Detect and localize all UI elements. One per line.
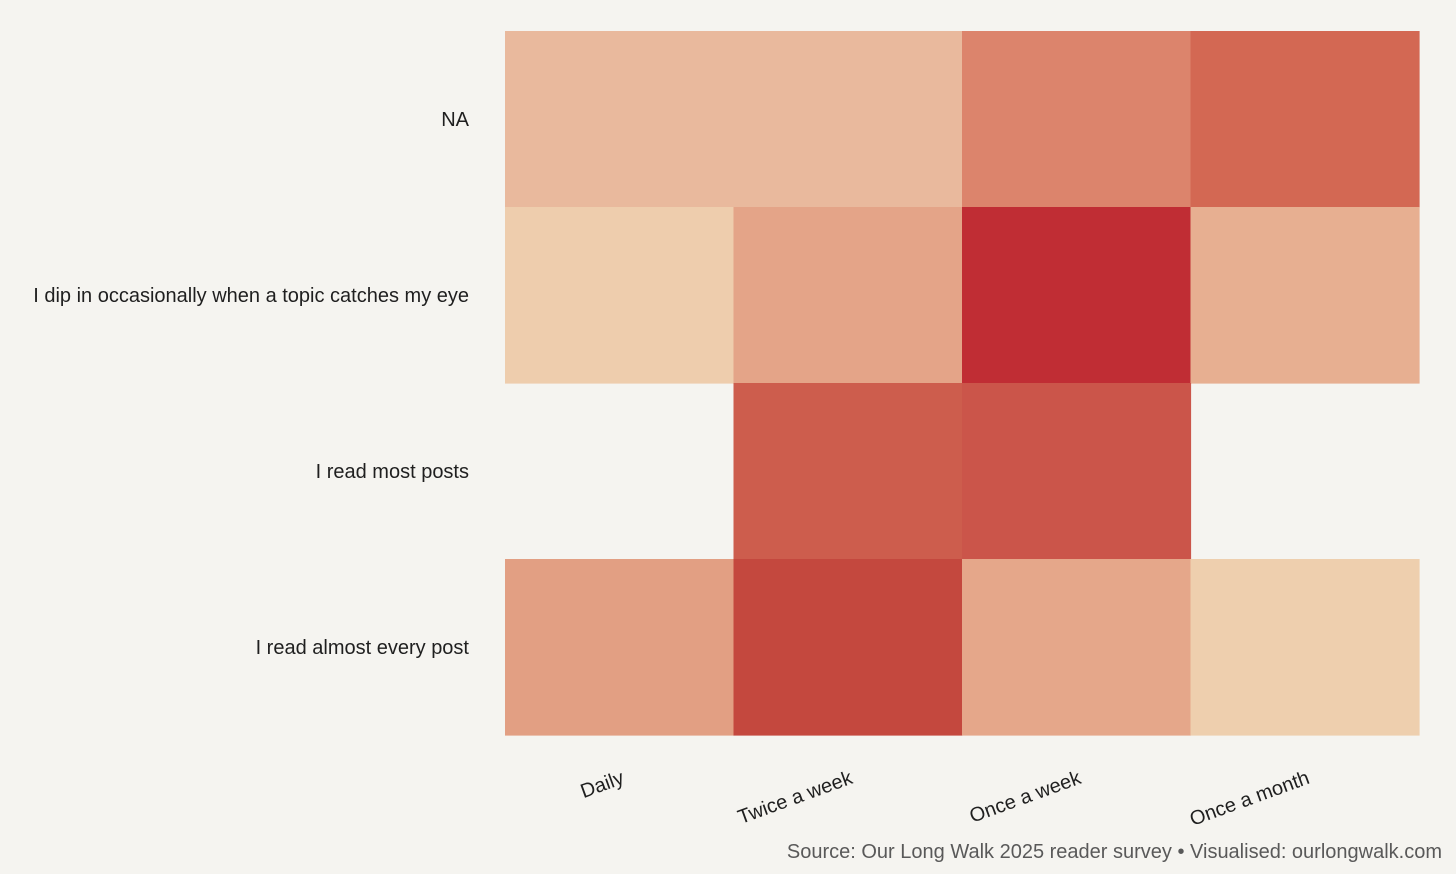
y-axis-labels: NA I dip in occasionally when a topic cat…: [33, 109, 469, 659]
heatmap-cell-na-daily: [505, 31, 735, 208]
y-tick-label: I read almost every post: [256, 637, 470, 659]
x-axis-labels: Daily Twice a week Once a week Once a month: [578, 767, 1313, 831]
heatmap-cell-i-read-almost-every-post-once-a-month: [1190, 559, 1420, 736]
x-tick-label: Daily: [578, 767, 627, 803]
source-caption: Source: Our Long Walk 2025 reader survey…: [786, 841, 1442, 863]
heatmap-cell-i-read-almost-every-post-daily: [505, 559, 735, 736]
heatmap-cell-i-dip-in-occasionally-when-a-topic-catches-my-eye-once-a-month: [1190, 207, 1420, 384]
heatmap-cell-i-read-most-posts-twice-a-week: [733, 383, 963, 560]
x-tick-label: Twice a week: [735, 767, 856, 829]
heatmap-cells: [505, 31, 1420, 736]
heatmap-cell-i-read-almost-every-post-twice-a-week: [733, 559, 963, 736]
x-tick-label: Once a week: [967, 767, 1085, 828]
x-tick-label: Once a month: [1187, 767, 1313, 831]
heatmap-cell-na-once-a-month: [1190, 31, 1420, 208]
y-tick-label: I read most posts: [316, 461, 469, 483]
heatmap-cell-na-once-a-week: [962, 31, 1192, 208]
heatmap-cell-na-twice-a-week: [733, 31, 963, 208]
heatmap-cell-i-dip-in-occasionally-when-a-topic-catches-my-eye-daily: [505, 207, 735, 384]
heatmap-cell-i-dip-in-occasionally-when-a-topic-catches-my-eye-once-a-week: [962, 207, 1192, 384]
y-tick-label: I dip in occasionally when a topic catch…: [33, 285, 469, 307]
y-tick-label: NA: [441, 109, 469, 131]
heatmap-cell-i-read-most-posts-once-a-week: [962, 383, 1192, 560]
heatmap-cell-i-dip-in-occasionally-when-a-topic-catches-my-eye-twice-a-week: [733, 207, 963, 384]
heatmap-cell-i-read-almost-every-post-once-a-week: [962, 559, 1192, 736]
